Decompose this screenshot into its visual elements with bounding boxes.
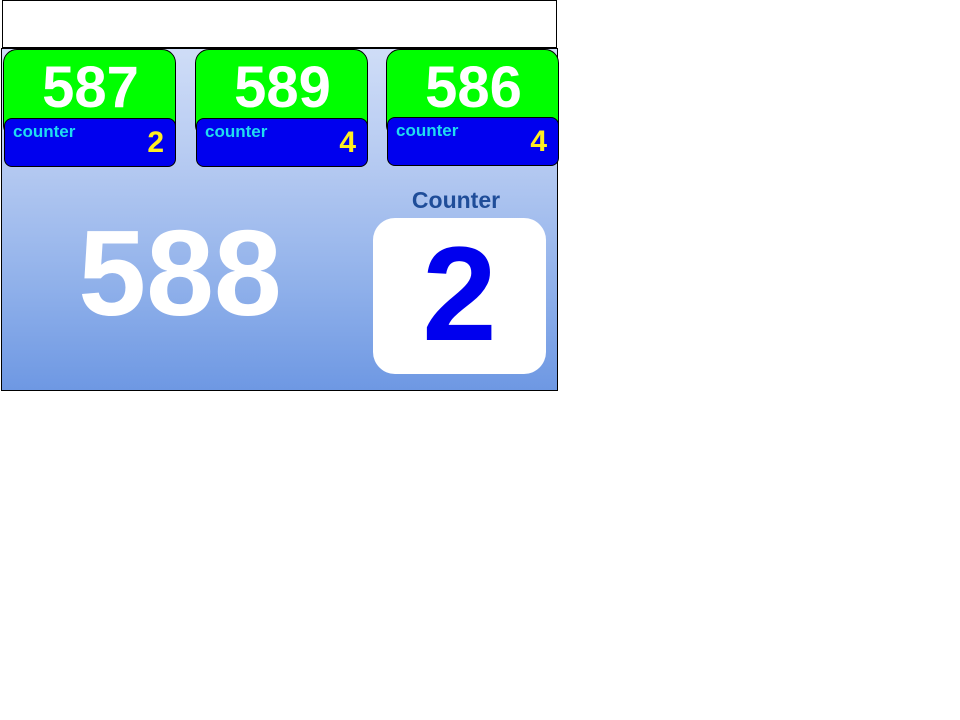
counter-title: Counter	[411, 187, 501, 213]
counter-number: 4	[530, 125, 547, 158]
ticket-card-counter-panel: counter 2	[4, 118, 176, 167]
ticket-number: 587	[42, 55, 139, 120]
current-ticket-number: 588	[78, 205, 282, 341]
current-counter-box: 2	[373, 218, 546, 374]
header-bar	[2, 0, 557, 48]
counter-number: 2	[147, 126, 164, 159]
ticket-card-counter-panel: counter 4	[387, 117, 559, 166]
ticket-card-1: 587 counter 2	[3, 49, 176, 168]
ticket-card-counter-panel: counter 4	[196, 118, 368, 167]
ticket-number: 586	[425, 55, 522, 120]
counter-label: counter	[205, 122, 268, 141]
ticket-card-3: 586 counter 4	[386, 49, 559, 168]
ticket-number: 589	[234, 55, 331, 120]
counter-label: counter	[13, 122, 76, 141]
current-counter-number: 2	[422, 220, 497, 369]
counter-label: counter	[396, 121, 459, 140]
ticket-card-2: 589 counter 4	[195, 49, 368, 168]
counter-number: 4	[339, 126, 356, 159]
